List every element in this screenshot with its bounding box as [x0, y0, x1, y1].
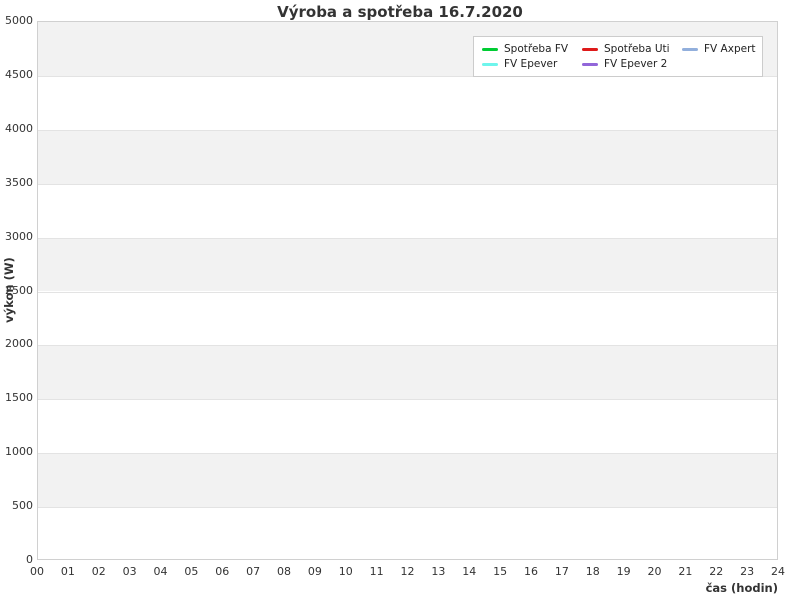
- x-tick-label: 04: [153, 565, 168, 578]
- x-tick-label: 07: [246, 565, 261, 578]
- legend: Spotřeba FV Spotřeba Uti FV Axpert FV Epeve…: [473, 36, 763, 77]
- plot-area: [37, 21, 778, 560]
- legend-label: Spotřeba FV: [504, 43, 569, 55]
- x-tick-label: 01: [60, 565, 75, 578]
- legend-swatch-icon: [482, 47, 498, 51]
- gridline: [38, 453, 777, 455]
- gridline: [38, 75, 777, 77]
- x-tick-label: 16: [524, 565, 538, 578]
- gridline: [38, 291, 777, 293]
- y-tick-label: 1000: [5, 445, 33, 459]
- legend-label: FV Epever 2: [604, 58, 668, 70]
- x-tick-label: 22: [709, 565, 724, 578]
- x-tick-label: 18: [585, 565, 600, 578]
- plot-band: [38, 345, 777, 400]
- gridline: [38, 507, 777, 509]
- legend-item: FV Epever: [480, 58, 580, 70]
- legend-label: Spotřeba Uti: [604, 43, 670, 55]
- gridline: [38, 345, 777, 347]
- legend-label: FV Epever: [504, 58, 558, 70]
- legend-swatch-icon: [582, 62, 598, 66]
- y-tick-label: 5000: [5, 14, 33, 27]
- x-tick-label: 15: [493, 565, 508, 578]
- x-axis-title: čas (hodin): [705, 581, 778, 595]
- x-tick-label: 09: [307, 565, 322, 578]
- x-tick-label: 19: [616, 565, 631, 578]
- x-tick-label: 17: [554, 565, 569, 578]
- plot-band: [38, 237, 777, 292]
- x-tick-label: 00: [30, 565, 44, 578]
- plot-band: [38, 129, 777, 184]
- legend-swatch-icon: [682, 47, 698, 51]
- y-tick-label: 0: [26, 553, 33, 566]
- y-tick-label: 2500: [5, 283, 33, 297]
- gridline: [38, 399, 777, 401]
- chart-title: Výroba a spotřeba 16.7.2020: [277, 3, 523, 21]
- x-tick-label: 03: [122, 565, 137, 578]
- x-tick-label: 13: [431, 565, 446, 578]
- y-tick-label: 4500: [5, 67, 33, 81]
- plot-band: [38, 453, 777, 508]
- y-tick-label: 4000: [5, 121, 33, 135]
- legend-item: FV Axpert: [680, 43, 756, 55]
- legend-label: FV Axpert: [704, 43, 756, 55]
- x-tick-label: 24: [771, 565, 785, 578]
- x-tick-label: 02: [91, 565, 106, 578]
- x-tick-label: 23: [740, 565, 755, 578]
- legend-swatch-icon: [582, 47, 598, 51]
- y-tick-label: 500: [12, 499, 33, 513]
- x-tick-label: 06: [215, 565, 230, 578]
- gridline: [38, 129, 777, 131]
- y-tick-label: 3000: [5, 229, 33, 243]
- y-tick-label: 3500: [5, 175, 33, 189]
- x-tick-label: 12: [400, 565, 415, 578]
- x-tick-label: 11: [369, 565, 384, 578]
- x-tick-label: 21: [678, 565, 693, 578]
- gridline: [38, 183, 777, 185]
- y-tick-label: 1500: [5, 391, 33, 405]
- x-tick-label: 20: [647, 565, 662, 578]
- legend-item: Spotřeba Uti: [580, 43, 680, 55]
- legend-item: FV Epever 2: [580, 58, 680, 70]
- legend-item: Spotřeba FV: [480, 43, 580, 55]
- x-tick-label: 14: [462, 565, 477, 578]
- x-tick-label: 05: [184, 565, 199, 578]
- legend-swatch-icon: [482, 62, 498, 66]
- x-tick-label: 08: [277, 565, 291, 578]
- gridline: [38, 237, 777, 239]
- x-tick-label: 10: [338, 565, 353, 578]
- y-tick-label: 2000: [5, 337, 33, 351]
